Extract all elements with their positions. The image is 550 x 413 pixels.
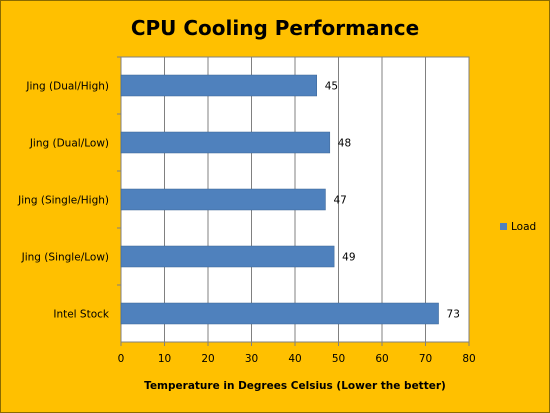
x-tick-label: 40 — [288, 353, 301, 365]
bars — [120, 74, 439, 325]
bar — [120, 302, 439, 325]
category-label: Jing (Single/High) — [17, 195, 109, 207]
legend-label: Load — [511, 221, 536, 233]
x-tick-label: 20 — [201, 353, 214, 365]
x-tick-label: 70 — [419, 353, 432, 365]
data-label: 47 — [333, 195, 346, 207]
x-tick-label: 10 — [158, 353, 171, 365]
bar — [120, 74, 317, 97]
category-labels: Jing (Dual/High) Jing (Dual/Low) Jing (Sin… — [17, 81, 110, 321]
category-label: Intel Stock — [53, 309, 110, 321]
category-label: Jing (Dual/High) — [25, 81, 109, 93]
data-label: 49 — [342, 252, 355, 264]
x-tick-label: 60 — [375, 353, 388, 365]
x-tick-label: 80 — [462, 353, 475, 365]
x-tick-labels: 0 10 20 30 40 50 60 70 80 — [118, 353, 476, 365]
bar — [120, 245, 335, 268]
bar — [120, 131, 331, 154]
legend-swatch — [500, 223, 507, 230]
legend: Load — [500, 221, 536, 233]
bar — [120, 188, 326, 211]
data-label: 48 — [338, 138, 351, 150]
data-labels: 45 48 47 49 73 — [325, 81, 460, 321]
category-label: Jing (Dual/Low) — [29, 138, 109, 150]
chart-title: CPU Cooling Performance — [131, 16, 419, 40]
x-tick-label: 50 — [332, 353, 345, 365]
category-label: Jing (Single/Low) — [21, 252, 109, 264]
data-label: 73 — [447, 309, 460, 321]
data-label: 45 — [325, 81, 338, 93]
x-axis-label: Temperature in Degrees Celsius (Lower th… — [144, 380, 446, 392]
x-tick-label: 0 — [118, 353, 125, 365]
x-tick-label: 30 — [245, 353, 258, 365]
